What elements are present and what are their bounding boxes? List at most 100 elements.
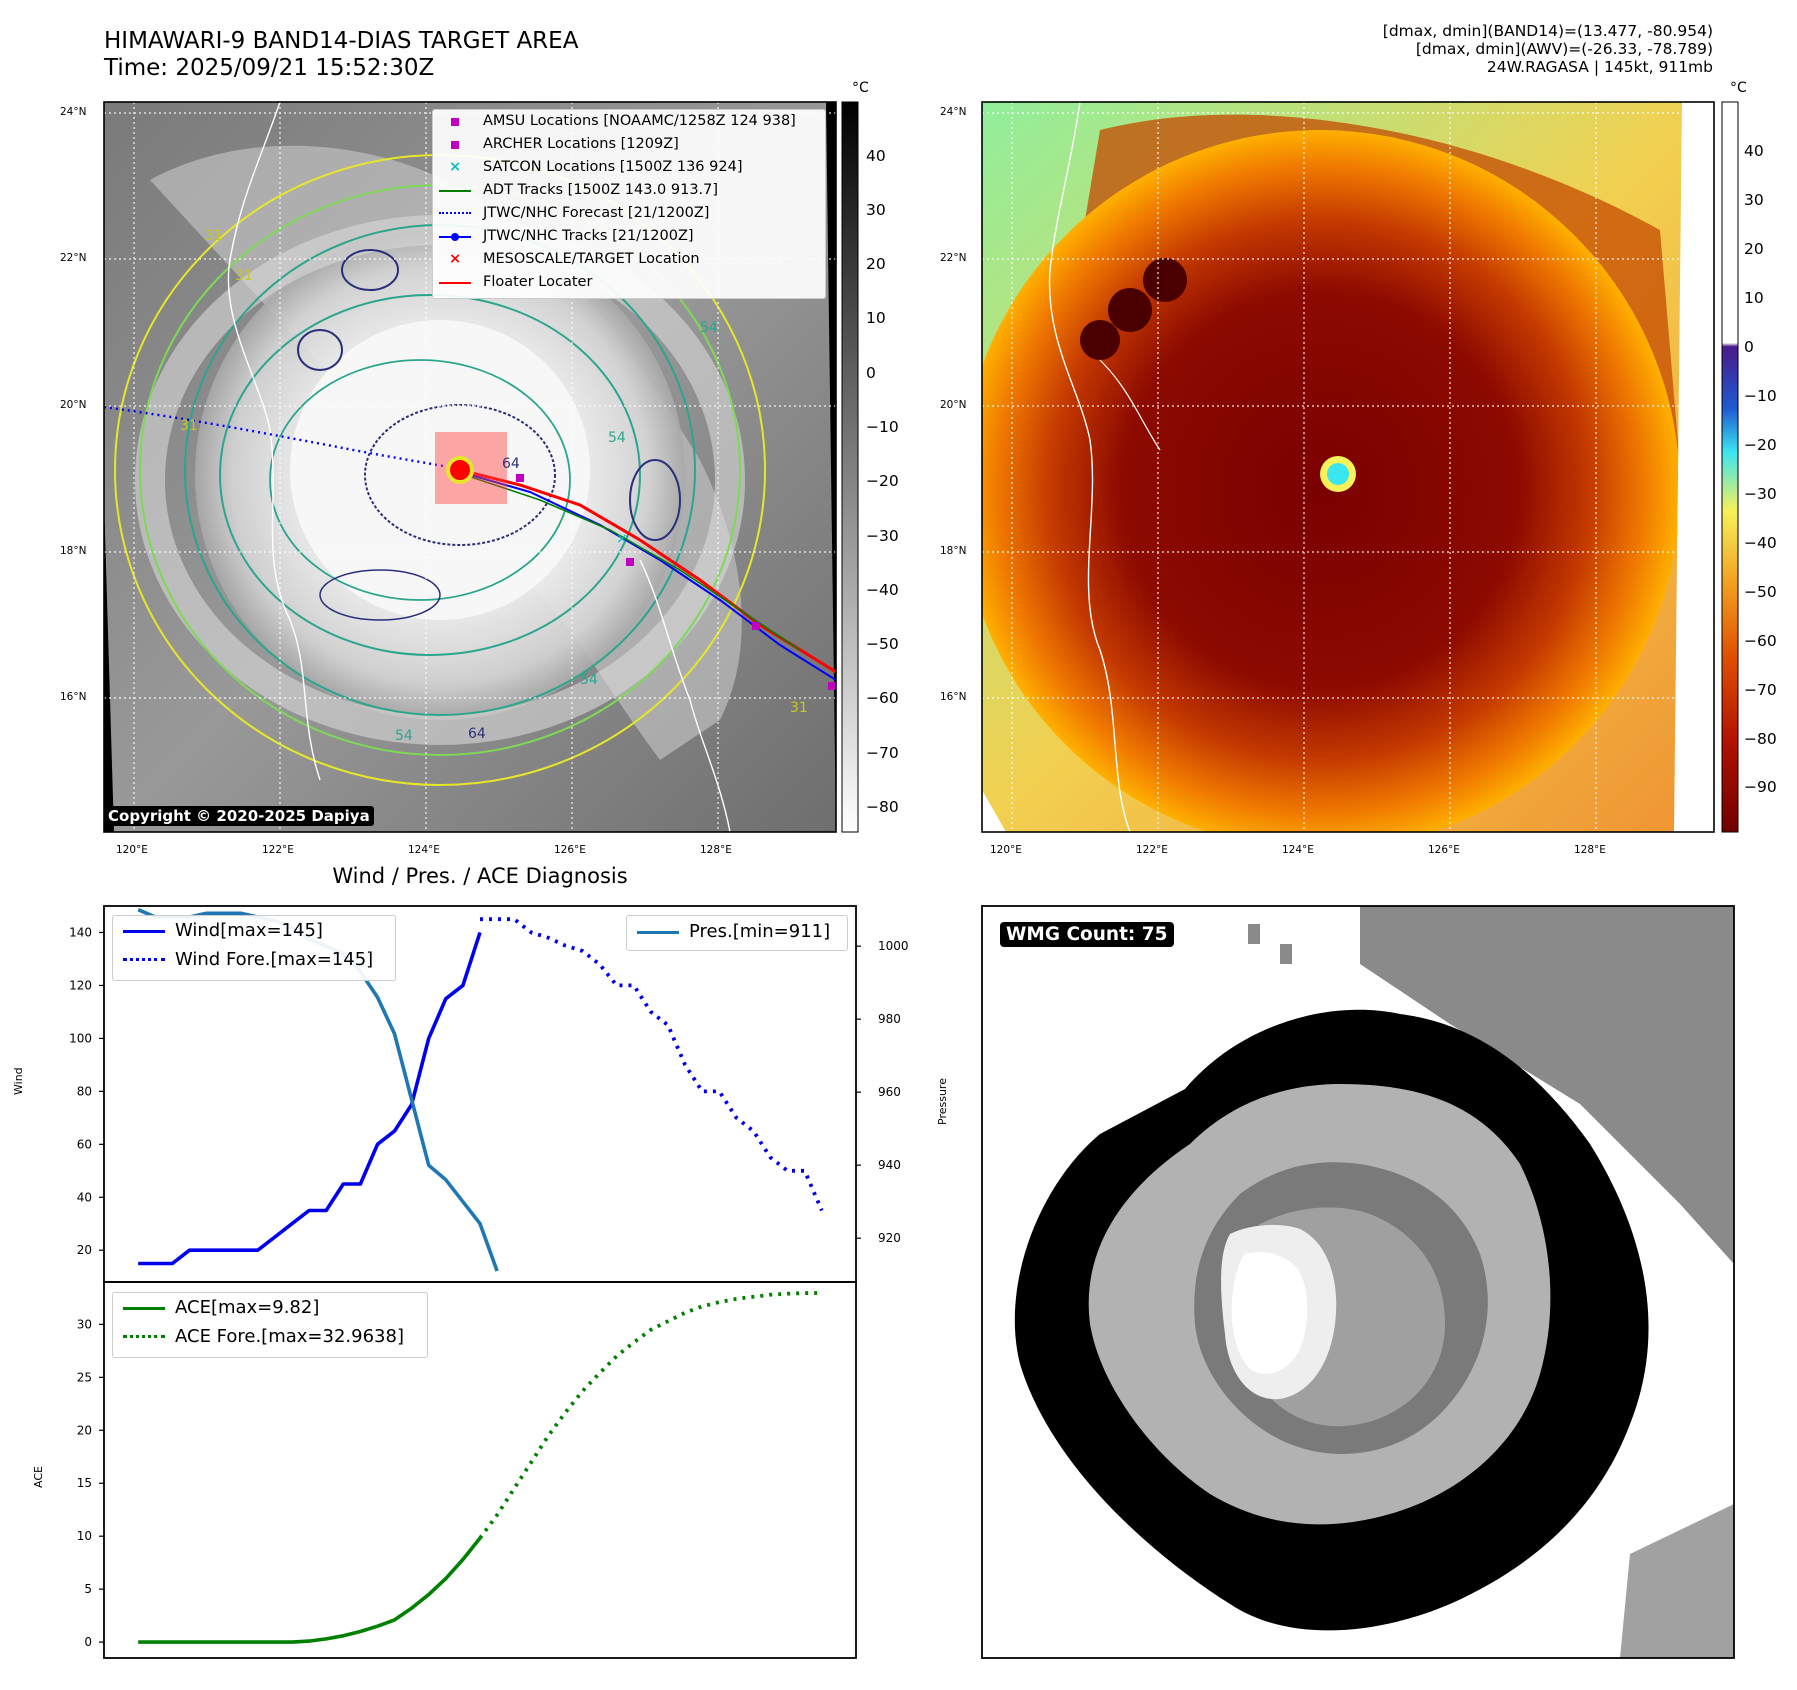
awv-lon-label: 124°E [1282, 844, 1314, 856]
legend-label: ADT Tracks [1500Z 143.0 913.7] [483, 182, 719, 198]
y-tick-label: 30 [77, 1317, 92, 1331]
awv-colorbar-tick: −90 [1744, 778, 1777, 796]
storm-eye-marker [446, 456, 474, 484]
awv-colorbar-tick: −80 [1744, 730, 1777, 748]
legend-label: Wind[max=145] [175, 920, 323, 941]
series-line-ace-fore- [478, 1291, 822, 1540]
awv-eye [1327, 463, 1349, 485]
ir-nodata-right [826, 102, 836, 832]
awv-storm-mass [982, 130, 1680, 832]
y-tick-label: 25 [77, 1370, 92, 1384]
awv-lat-label: 22°N [940, 252, 967, 264]
info-band14-range: [dmax, dmin](BAND14)=(13.477, -80.954) [1382, 22, 1713, 40]
lon-label: 120°E [116, 844, 148, 856]
wmg-gray-region-top [1360, 906, 1734, 1264]
legend-label: AMSU Locations [NOAAMC/1258Z 124 938] [483, 113, 796, 129]
legend-label: ARCHER Locations [1209Z] [483, 136, 679, 152]
amsu-marker-1 [516, 474, 524, 482]
awv-coastline-luzon [1048, 102, 1131, 832]
ir-colorbar-tick: −10 [866, 418, 899, 436]
info-awv-range: [dmax, dmin](AWV)=(-26.33, -78.789) [1415, 40, 1713, 58]
legend-ace-forecast: ACE Fore.[max=32.9638] [113, 1322, 427, 1351]
lat-label: 22°N [60, 252, 87, 264]
awv-dry-slot-3 [1143, 258, 1187, 302]
y-tick-label: 10 [77, 1529, 92, 1543]
series-line-wind [138, 931, 482, 1266]
ace-plot-frame [103, 1281, 857, 1659]
archer-marker-2 [828, 682, 836, 690]
y-right-tick-label: 1000 [878, 939, 909, 953]
legend-label: Floater Locater [483, 274, 593, 290]
pressure-axis-label: Pressure [936, 1078, 949, 1125]
wmg-count-badge: WMG Count: 75 [1000, 922, 1174, 947]
dotted-line-icon [123, 958, 165, 961]
awv-colorbar-tick: −30 [1744, 485, 1777, 503]
square-marker-icon [451, 118, 459, 126]
awv-grid [982, 102, 1682, 832]
x-marker-icon: × [449, 251, 462, 267]
x-marker-icon: × [449, 159, 462, 175]
awv-lat-label: 24°N [940, 106, 967, 118]
dotted-line-icon [439, 212, 471, 214]
y-tick-label: 80 [77, 1084, 92, 1098]
y-tick-label: 20 [77, 1243, 92, 1257]
contour-navy-4 [319, 569, 441, 621]
y-tick-label: 100 [69, 1031, 92, 1045]
contour-label: 31 [790, 700, 808, 716]
legend-label: SATCON Locations [1500Z 136 924] [483, 159, 743, 175]
awv-colorbar-tick: −60 [1744, 632, 1777, 650]
contour-teal-inner [269, 359, 571, 601]
ir-colorbar-tick: −60 [866, 689, 899, 707]
y-tick-label: 0 [84, 1635, 92, 1649]
awv-colorbar-tick: 10 [1744, 289, 1764, 307]
lon-label: 128°E [700, 844, 732, 856]
legend-mesoscale: × MESOSCALE/TARGET Location [433, 248, 825, 271]
y-tick-label: 140 [69, 925, 92, 939]
title-line-2: Time: 2025/09/21 15:52:30Z [104, 55, 435, 81]
awv-lon-label: 126°E [1428, 844, 1460, 856]
awv-colorbar-tick: −10 [1744, 387, 1777, 405]
y-tick-label: 60 [77, 1137, 92, 1151]
pressure-legend: Pres.[min=911] [626, 915, 848, 951]
contour-navy-eyewall [364, 404, 556, 546]
y-right-tick-label: 920 [878, 1231, 901, 1245]
y-tick-label: 40 [77, 1190, 92, 1204]
lon-label: 124°E [408, 844, 440, 856]
wmg-plot-frame [981, 905, 1735, 1659]
ir-colorbar-tick: 30 [866, 201, 886, 219]
ir-colorbar-tick: 40 [866, 147, 886, 165]
awv-lat-label: 20°N [940, 399, 967, 411]
legend-label: JTWC/NHC Forecast [21/1200Z] [483, 205, 710, 221]
wmg-gray-speck [1280, 944, 1292, 964]
ir-colorbar [841, 101, 859, 833]
legend-pressure: Pres.[min=911] [627, 916, 847, 948]
awv-colorbar-tick: −70 [1744, 681, 1777, 699]
contour-label: 31 [205, 228, 223, 244]
y-right-tick-label: 980 [878, 1012, 901, 1026]
ir-colorbar-tick: 0 [866, 364, 876, 382]
copyright-badge: Copyright © 2020-2025 Dapiya [104, 806, 374, 826]
coastline-luzon [227, 102, 321, 781]
wind-pressure-chart: 20 40 60 80 100 120 140 920 940 960 980 1000 0 5 10 15… [69, 905, 909, 1659]
line-marker-icon [123, 1307, 165, 1310]
wind-legend: Wind[max=145] Wind Fore.[max=145] [112, 915, 396, 981]
legend-label: ACE Fore.[max=32.9638] [175, 1326, 404, 1347]
legend-label: JTWC/NHC Tracks [21/1200Z] [483, 228, 694, 244]
awv-colorbar-tick: −20 [1744, 436, 1777, 454]
y-tick-label: 15 [77, 1476, 92, 1490]
awv-colorbar-tick: 20 [1744, 240, 1764, 258]
y-tick-label: 20 [77, 1423, 92, 1437]
awv-lon-label: 120°E [990, 844, 1022, 856]
legend-jtwc-forecast: JTWC/NHC Forecast [21/1200Z] [433, 202, 825, 225]
contour-label: 64 [502, 456, 520, 472]
legend-label: Pres.[min=911] [689, 921, 831, 942]
legend-ace: ACE[max=9.82] [113, 1293, 427, 1322]
legend-satcon: × SATCON Locations [1500Z 136 924] [433, 156, 825, 179]
legend-label: ACE[max=9.82] [175, 1297, 320, 1318]
y-right-tick-label: 940 [878, 1158, 901, 1172]
awv-coastline-samar [1099, 359, 1161, 451]
line-marker-icon [123, 930, 165, 933]
dot-icon [451, 233, 459, 241]
y-tick-label: 120 [69, 978, 92, 992]
ir-colorbar-tick: −70 [866, 744, 899, 762]
